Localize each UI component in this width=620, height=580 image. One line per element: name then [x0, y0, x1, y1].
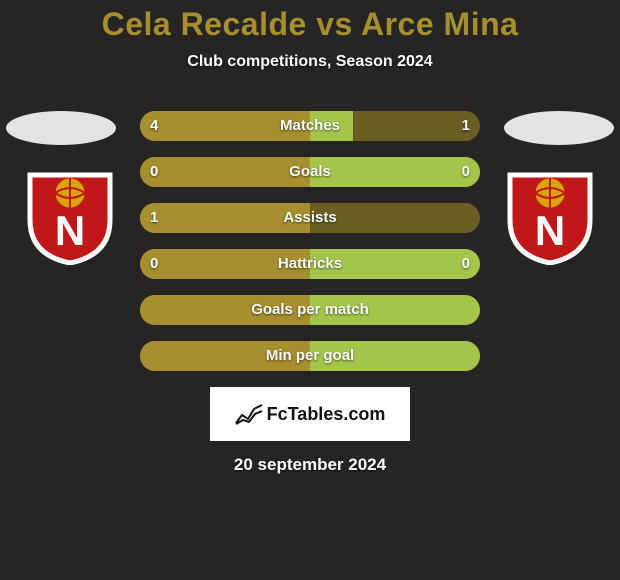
- stat-bars: Matches41 Goals00 Assists1 Hattricks00 Goals…: [140, 111, 480, 371]
- stat-row: Assists1: [140, 203, 480, 233]
- player-left-photo: [6, 111, 116, 145]
- brand-text: FcTables.com: [267, 404, 386, 425]
- stat-row: Matches41: [140, 111, 480, 141]
- player-right-club-badge: N: [500, 165, 600, 265]
- shield-icon: N: [500, 165, 600, 265]
- page-title: Cela Recalde vs Arce Mina: [0, 0, 620, 43]
- svg-text:N: N: [55, 207, 85, 254]
- svg-text:N: N: [535, 207, 565, 254]
- player-left-club-badge: N: [20, 165, 120, 265]
- comparison-stage: N N Matches41 Goals00 Assists1 Hattricks00 G…: [0, 111, 620, 371]
- stat-row: Hattricks00: [140, 249, 480, 279]
- stat-row: Goals00: [140, 157, 480, 187]
- brand-badge: FcTables.com: [210, 387, 410, 441]
- player-right-photo: [504, 111, 614, 145]
- date-text: 20 september 2024: [0, 455, 620, 475]
- shield-icon: N: [20, 165, 120, 265]
- subtitle: Club competitions, Season 2024: [0, 53, 620, 71]
- stat-row: Min per goal: [140, 341, 480, 371]
- brand-chart-icon: [235, 403, 263, 425]
- stat-row: Goals per match: [140, 295, 480, 325]
